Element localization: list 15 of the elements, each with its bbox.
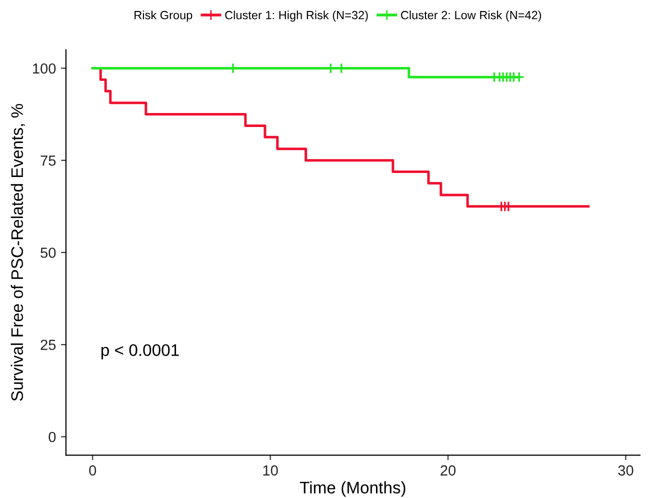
y-tick-label: 50 (40, 248, 56, 258)
annotation: p < 0.0001 (101, 344, 179, 360)
legend-label: Cluster 2: Low Risk (N=42) (401, 10, 542, 22)
y-tick-label: 0 (48, 432, 56, 442)
y-tick-label: 75 (40, 156, 56, 166)
x-tick-label: 0 (89, 465, 96, 476)
x-tick-label: 20 (440, 465, 456, 476)
x-axis-title: Time (Months) (300, 481, 406, 497)
y-tick-label: 25 (40, 340, 56, 350)
y-axis-title: Survival Free of PSC-Related Events, % (10, 104, 26, 401)
x-tick-label: 10 (263, 465, 278, 476)
x-tick-label: 30 (618, 465, 634, 476)
y-tick-label: 100 (33, 63, 56, 74)
legend-label: Cluster 1: High Risk (N=32) (225, 10, 368, 22)
legend-title: Risk Group (134, 10, 192, 22)
